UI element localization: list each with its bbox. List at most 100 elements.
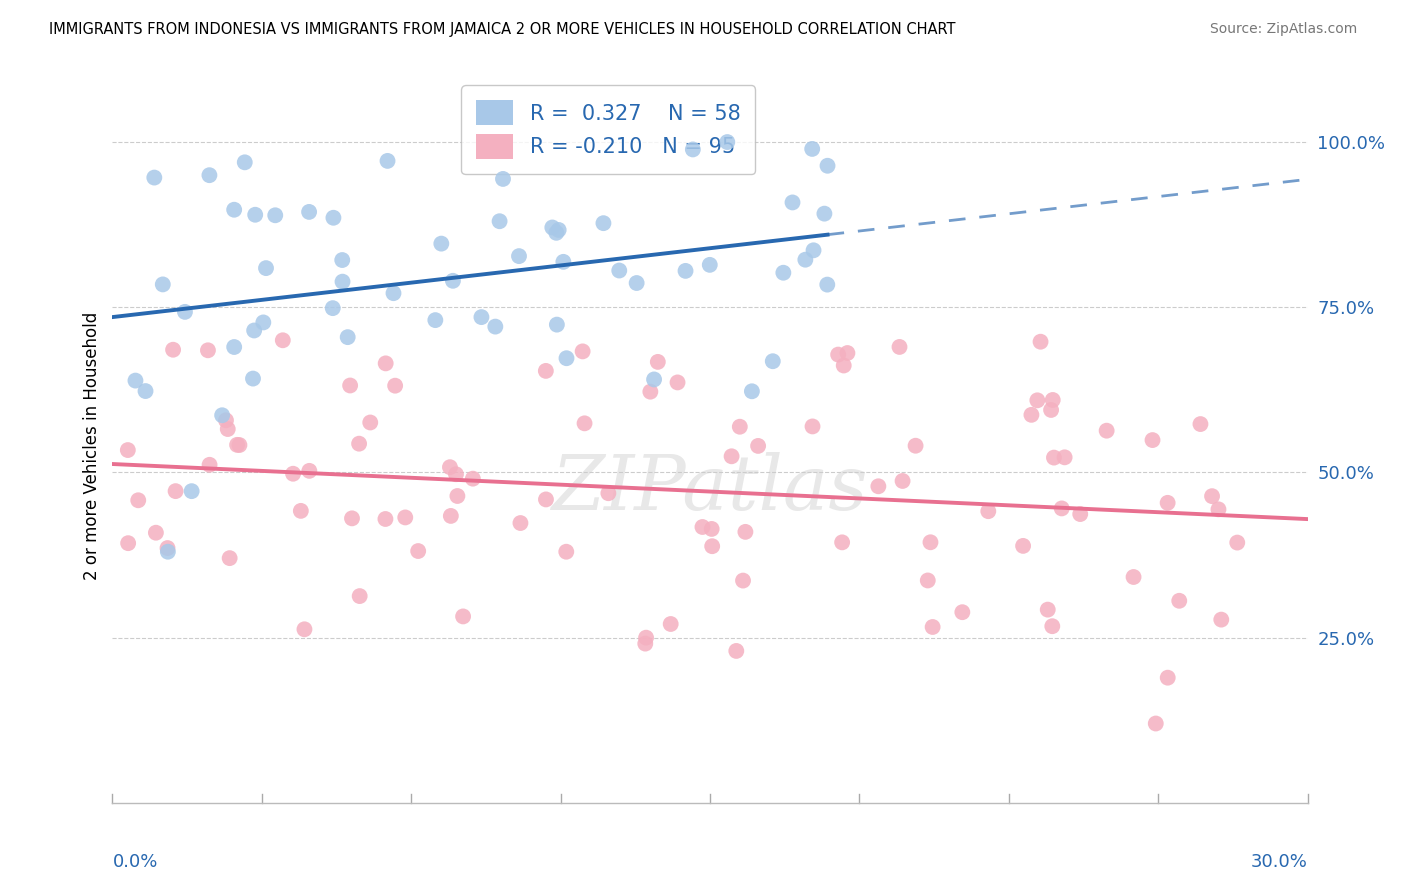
Point	[165, 484, 187, 499]
Point	[484, 319, 506, 334]
Point	[682, 143, 704, 157]
Point	[716, 135, 738, 149]
Point	[747, 439, 769, 453]
Point	[546, 226, 568, 240]
Point	[772, 266, 794, 280]
Point	[1157, 671, 1180, 685]
Point	[1069, 507, 1091, 521]
Point	[217, 422, 239, 436]
Point	[634, 637, 657, 651]
Point	[218, 551, 240, 566]
Point	[546, 318, 568, 332]
Point	[143, 170, 166, 185]
Point	[666, 376, 689, 390]
Point	[198, 168, 221, 182]
Point	[675, 264, 697, 278]
Point	[803, 244, 825, 258]
Point	[330, 253, 353, 268]
Point	[156, 545, 179, 559]
Point	[626, 276, 648, 290]
Point	[440, 508, 463, 523]
Point	[920, 535, 942, 549]
Point	[1043, 450, 1066, 465]
Point	[1168, 594, 1191, 608]
Point	[156, 541, 179, 555]
Point	[117, 443, 139, 458]
Point	[1142, 433, 1164, 447]
Point	[243, 323, 266, 337]
Point	[731, 574, 754, 588]
Point	[801, 419, 824, 434]
Point	[1050, 501, 1073, 516]
Point	[444, 467, 467, 482]
Point	[215, 413, 238, 427]
Point	[1021, 408, 1043, 422]
Point	[921, 620, 943, 634]
Point	[734, 524, 756, 539]
Point	[534, 492, 557, 507]
Point	[441, 274, 464, 288]
Point	[430, 236, 453, 251]
Point	[492, 172, 515, 186]
Point	[339, 378, 361, 392]
Point	[815, 277, 838, 292]
Point	[377, 153, 399, 168]
Point	[547, 223, 569, 237]
Point	[837, 346, 859, 360]
Point	[124, 374, 146, 388]
Legend: R =  0.327    N = 58, R = -0.210   N = 95: R = 0.327 N = 58, R = -0.210 N = 95	[461, 86, 755, 174]
Point	[152, 277, 174, 292]
Point	[917, 574, 939, 588]
Point	[145, 525, 167, 540]
Point	[180, 484, 202, 499]
Point	[242, 371, 264, 385]
Point	[832, 359, 855, 373]
Text: IMMIGRANTS FROM INDONESIA VS IMMIGRANTS FROM JAMAICA 2 OR MORE VEHICLES IN HOUSE: IMMIGRANTS FROM INDONESIA VS IMMIGRANTS …	[49, 22, 956, 37]
Point	[384, 378, 406, 392]
Point	[794, 252, 817, 267]
Point	[211, 409, 233, 423]
Point	[692, 520, 714, 534]
Point	[1156, 496, 1178, 510]
Point	[461, 472, 484, 486]
Point	[224, 340, 246, 354]
Point	[228, 438, 250, 452]
Point	[134, 384, 156, 398]
Point	[197, 343, 219, 358]
Point	[640, 384, 662, 399]
Text: ZIPatlas: ZIPatlas	[551, 452, 869, 525]
Point	[813, 207, 835, 221]
Point	[322, 211, 344, 225]
Point	[374, 356, 396, 370]
Point	[817, 159, 839, 173]
Point	[1036, 602, 1059, 616]
Point	[801, 142, 824, 156]
Point	[1226, 535, 1249, 549]
Text: 30.0%: 30.0%	[1251, 853, 1308, 871]
Point	[488, 214, 510, 228]
Point	[174, 305, 197, 319]
Point	[553, 255, 575, 269]
Point	[439, 460, 461, 475]
Point	[720, 450, 742, 464]
Point	[271, 333, 294, 347]
Point	[451, 609, 474, 624]
Point	[607, 263, 630, 277]
Point	[725, 644, 748, 658]
Point	[252, 315, 274, 329]
Point	[555, 351, 578, 366]
Point	[950, 605, 973, 619]
Point	[977, 504, 1000, 518]
Point	[659, 617, 682, 632]
Point	[831, 535, 853, 549]
Point	[290, 504, 312, 518]
Point	[904, 439, 927, 453]
Point	[322, 301, 344, 315]
Point	[1189, 417, 1212, 431]
Point	[702, 539, 724, 553]
Point	[541, 220, 564, 235]
Point	[340, 511, 363, 525]
Point	[636, 631, 658, 645]
Point	[1040, 619, 1063, 633]
Point	[394, 510, 416, 524]
